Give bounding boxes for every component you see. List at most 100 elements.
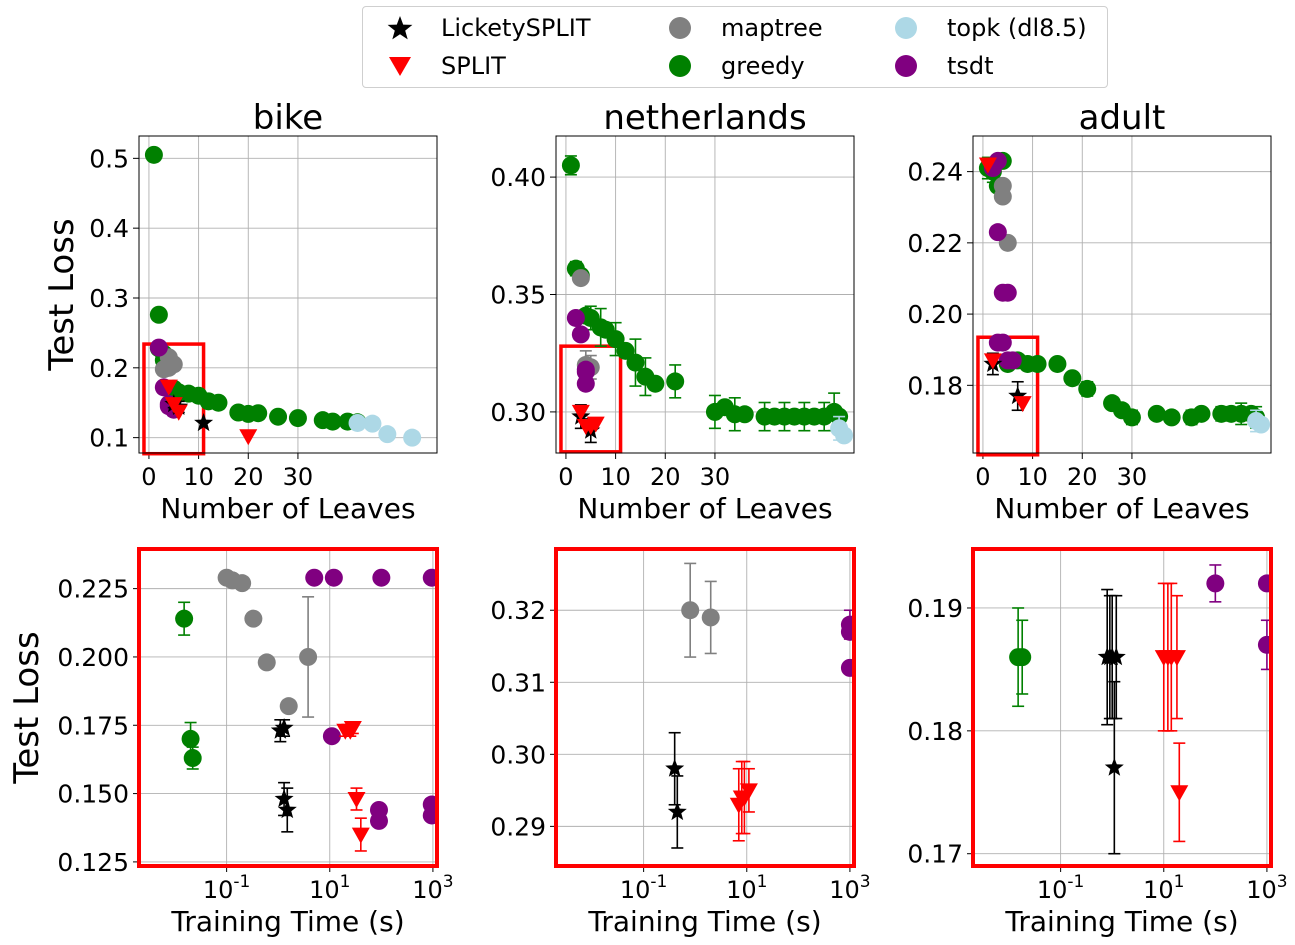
data-point-tsdt xyxy=(422,568,439,587)
y-tick-label: 0.29 xyxy=(490,812,546,841)
legend-label: tsdt xyxy=(947,52,994,80)
data-point-greedy xyxy=(288,409,307,428)
data-layer xyxy=(561,155,854,445)
data-point-greedy xyxy=(1162,408,1181,427)
legend-item-maptree: maptree xyxy=(665,13,823,43)
y-tick-label: 0.125 xyxy=(57,848,129,877)
chart-panel-time-2: 10-1 101 103 0.29 0.30 0.31 0.32 Training Time … xyxy=(490,547,871,938)
series-greedy xyxy=(1009,607,1032,708)
data-point-greedy xyxy=(209,393,228,412)
plot-area xyxy=(973,549,1271,866)
star-marker-icon xyxy=(387,16,413,40)
series-licketysplit xyxy=(1097,588,1126,855)
x-tick-label: 10-1 xyxy=(620,872,668,904)
data-point-topk-dl8-5 xyxy=(835,426,854,445)
y-tick-label: 0.225 xyxy=(57,575,129,604)
data-point-tsdt xyxy=(998,283,1017,302)
x-axis-label: Number of Leaves xyxy=(160,492,415,525)
y-tick-label: 0.1 xyxy=(89,424,129,453)
data-point-tsdt xyxy=(1257,574,1273,593)
y-tick-label: 0.40 xyxy=(490,163,546,192)
plot-frame xyxy=(137,547,439,868)
series-licketysplit xyxy=(665,731,687,849)
legend-label: topk (dl8.5) xyxy=(947,14,1087,42)
data-point-split xyxy=(739,783,758,800)
data-point-tsdt xyxy=(372,568,391,587)
y-tick-label: 0.24 xyxy=(907,158,963,187)
data-point-greedy xyxy=(1147,404,1166,423)
y-tick-label: 0.30 xyxy=(490,398,546,427)
series-split xyxy=(978,157,1032,413)
plot-frame xyxy=(972,135,1272,454)
x-tick-label: 10 xyxy=(183,463,214,491)
y-tick-label: 0.31 xyxy=(490,668,546,697)
data-point-maptree xyxy=(257,653,276,672)
x-tick-label: 30 xyxy=(700,463,731,491)
data-point-greedy xyxy=(735,405,754,424)
series-greedy xyxy=(175,601,202,770)
x-tick-label: 10-1 xyxy=(203,872,251,904)
data-point-tsdt xyxy=(322,727,341,746)
data-point-split xyxy=(351,827,370,844)
legend-label: greedy xyxy=(721,52,805,80)
y-axis-label: Test Loss xyxy=(7,631,47,784)
data-point-greedy xyxy=(323,412,342,431)
data-point-maptree xyxy=(571,269,590,288)
data-point-tsdt xyxy=(1003,351,1022,370)
data-point-maptree xyxy=(244,609,263,628)
x-tick-label: 0 xyxy=(141,463,156,491)
data-point-licketysplit xyxy=(665,758,685,777)
data-point-greedy xyxy=(666,372,685,391)
data-point-licketysplit xyxy=(274,789,294,808)
x-tick-label: 101 xyxy=(1143,872,1184,904)
series-split xyxy=(1154,582,1189,843)
data-point-greedy xyxy=(561,156,580,175)
data-point-split xyxy=(343,720,362,737)
circle-marker-icon xyxy=(895,17,917,39)
data-point-greedy xyxy=(1028,354,1047,373)
data-point-tsdt xyxy=(422,806,439,825)
data-point-split xyxy=(1013,396,1032,413)
plot-frame xyxy=(138,135,438,454)
legend-label: maptree xyxy=(721,14,823,42)
x-axis-label: Training Time (s) xyxy=(1004,905,1238,938)
data-point-tsdt xyxy=(1257,635,1273,654)
data-point-topk-dl8-5 xyxy=(1252,415,1271,434)
data-point-topk-dl8-5 xyxy=(378,425,397,444)
series-split xyxy=(729,760,758,842)
series-maptree xyxy=(681,562,720,658)
data-point-greedy xyxy=(181,729,200,748)
data-point-tsdt xyxy=(1206,574,1225,593)
x-tick-label: 103 xyxy=(1246,872,1287,904)
series-topk-dl8-5 xyxy=(348,413,422,447)
chart-title: adult xyxy=(1079,98,1166,138)
x-tick-label: 30 xyxy=(283,463,314,491)
x-tick-label: 103 xyxy=(829,872,870,904)
plot-frame xyxy=(554,547,856,868)
zoom-region-box xyxy=(559,344,623,454)
legend-item-greedy: greedy xyxy=(665,51,805,81)
data-point-split xyxy=(347,792,366,809)
y-tick-label: 0.5 xyxy=(89,144,129,173)
data-point-licketysplit xyxy=(1104,757,1124,776)
data-point-licketysplit xyxy=(194,413,214,432)
data-point-split xyxy=(1167,650,1186,667)
legend-item-split: SPLIT xyxy=(385,51,506,81)
y-tick-label: 0.175 xyxy=(57,711,129,740)
data-point-topk-dl8-5 xyxy=(348,413,367,432)
x-tick-label: 0 xyxy=(975,463,990,491)
series-topk-dl8-5 xyxy=(1247,409,1271,434)
data-point-licketysplit xyxy=(667,802,687,821)
legend-label: SPLIT xyxy=(441,52,506,80)
x-tick-label: 10 xyxy=(1017,463,1048,491)
data-point-tsdt xyxy=(324,568,343,587)
y-tick-label: 0.22 xyxy=(907,229,963,258)
data-point-greedy xyxy=(144,145,163,164)
data-layer xyxy=(144,145,422,447)
circle-marker-icon xyxy=(669,55,691,77)
data-point-greedy xyxy=(1063,369,1082,388)
y-tick-label: 0.18 xyxy=(907,717,963,746)
data-point-tsdt xyxy=(988,151,1007,170)
series-maptree xyxy=(217,568,318,718)
